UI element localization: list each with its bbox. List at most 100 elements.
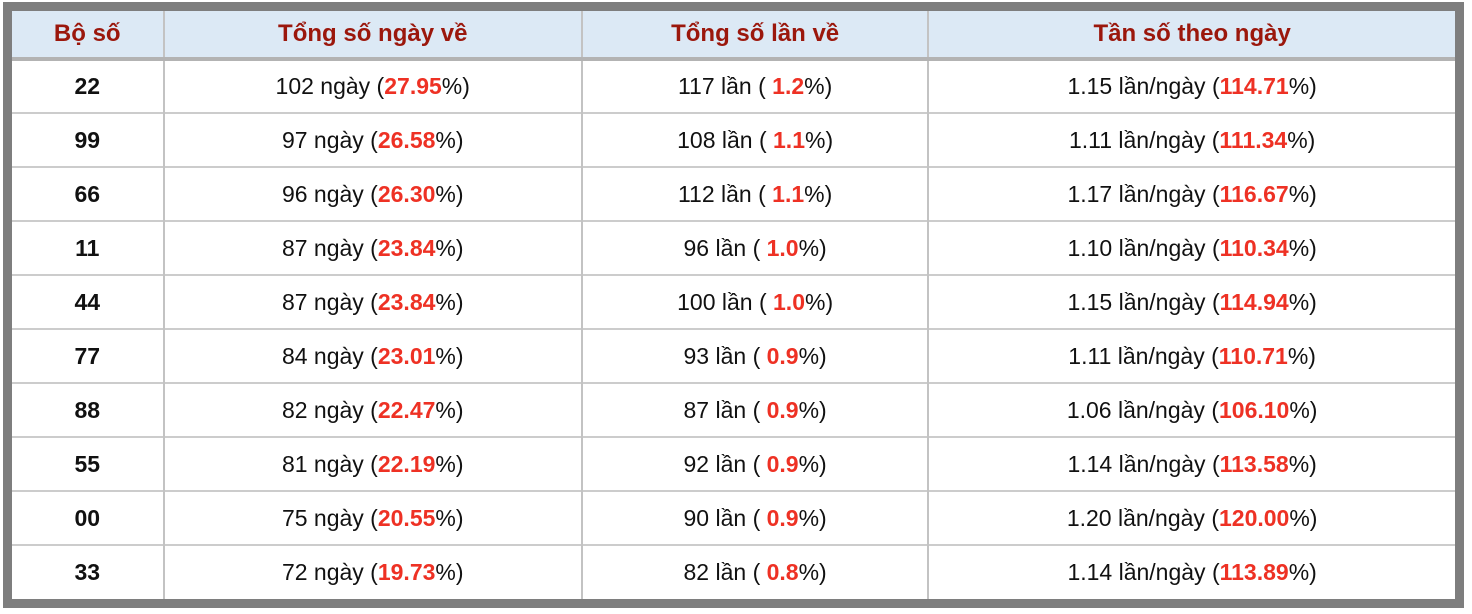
days-percent: 23.84 bbox=[377, 234, 436, 261]
freq-close: %) bbox=[1288, 234, 1317, 261]
days-close: %) bbox=[435, 396, 464, 423]
times-close: %) bbox=[798, 450, 827, 477]
times-cell: 100 lần ( 1.0%) bbox=[580, 274, 929, 329]
days-close: %) bbox=[435, 126, 464, 153]
table-row: 99 97 ngày (26.58%) 108 lần ( 1.1%) 1.11… bbox=[12, 112, 1455, 167]
freq-close: %) bbox=[1289, 504, 1318, 531]
freq-close: %) bbox=[1288, 559, 1317, 585]
times-text: 100 lần ( bbox=[677, 288, 774, 315]
freq-text: 1.20 lần/ngày ( bbox=[1066, 504, 1219, 531]
days-text: 82 ngày ( bbox=[281, 396, 378, 423]
times-percent: 0.9 bbox=[766, 342, 799, 369]
times-text: 117 lần ( bbox=[677, 73, 773, 99]
pair-cell: 44 bbox=[12, 274, 164, 329]
times-percent: 0.9 bbox=[766, 396, 799, 423]
days-cell: 96 ngày (26.30%) bbox=[162, 166, 582, 221]
days-cell: 81 ngày (22.19%) bbox=[162, 436, 582, 491]
freq-percent: 106.10 bbox=[1218, 396, 1290, 423]
times-close: %) bbox=[804, 180, 833, 207]
days-close: %) bbox=[435, 234, 464, 261]
days-close: %) bbox=[435, 559, 464, 585]
times-cell: 108 lần ( 1.1%) bbox=[580, 112, 929, 167]
times-cell: 112 lần ( 1.1%) bbox=[580, 166, 929, 221]
freq-text: 1.10 lần/ngày ( bbox=[1067, 234, 1220, 261]
times-percent: 1.1 bbox=[772, 180, 805, 207]
pair-cell: 33 bbox=[12, 544, 164, 599]
days-cell: 87 ngày (23.84%) bbox=[162, 220, 582, 275]
days-text: 81 ngày ( bbox=[281, 450, 378, 477]
days-percent: 22.47 bbox=[377, 396, 436, 423]
days-text: 87 ngày ( bbox=[281, 234, 378, 261]
freq-percent: 113.58 bbox=[1219, 450, 1289, 477]
times-cell: 93 lần ( 0.9%) bbox=[580, 328, 929, 383]
days-text: 87 ngày ( bbox=[281, 288, 378, 315]
times-cell: 117 lần ( 1.2%) bbox=[580, 59, 929, 113]
header-cell-pair: Bộ số bbox=[12, 11, 164, 61]
times-text: 93 lần ( bbox=[683, 342, 767, 369]
freq-cell: 1.11 lần/ngày (110.71%) bbox=[927, 328, 1455, 383]
freq-close: %) bbox=[1287, 126, 1316, 153]
table-row: 55 81 ngày (22.19%) 92 lần ( 0.9%) 1.14 … bbox=[12, 436, 1455, 491]
freq-percent: 110.71 bbox=[1218, 342, 1288, 369]
freq-cell: 1.14 lần/ngày (113.89%) bbox=[927, 544, 1455, 599]
freq-cell: 1.17 lần/ngày (116.67%) bbox=[927, 166, 1455, 221]
times-close: %) bbox=[798, 342, 827, 369]
freq-cell: 1.11 lần/ngày (111.34%) bbox=[927, 112, 1455, 167]
days-cell: 84 ngày (23.01%) bbox=[162, 328, 582, 383]
times-text: 87 lần ( bbox=[683, 396, 767, 423]
freq-text: 1.06 lần/ngày ( bbox=[1066, 396, 1219, 423]
days-cell: 75 ngày (20.55%) bbox=[162, 490, 582, 545]
times-percent: 1.1 bbox=[773, 126, 805, 153]
times-cell: 96 lần ( 1.0%) bbox=[580, 220, 929, 275]
freq-cell: 1.14 lần/ngày (113.58%) bbox=[927, 436, 1455, 491]
times-text: 96 lần ( bbox=[683, 234, 767, 261]
freq-percent: 116.67 bbox=[1219, 180, 1289, 207]
days-percent: 23.01 bbox=[377, 342, 436, 369]
days-close: %) bbox=[435, 504, 464, 531]
pair-cell: 99 bbox=[12, 112, 164, 167]
days-close: %) bbox=[435, 288, 464, 315]
days-percent: 26.30 bbox=[377, 180, 436, 207]
table-row: 33 72 ngày (19.73%) 82 lần ( 0.8%) 1.14 … bbox=[12, 544, 1455, 599]
times-percent: 0.8 bbox=[766, 559, 799, 585]
freq-text: 1.11 lần/ngày ( bbox=[1068, 126, 1220, 153]
pair-cell: 77 bbox=[12, 328, 164, 383]
days-percent: 23.84 bbox=[377, 288, 436, 315]
pair-cell: 88 bbox=[12, 382, 164, 437]
freq-percent: 114.71 bbox=[1219, 73, 1289, 99]
pair-cell: 22 bbox=[74, 73, 101, 99]
freq-text: 1.15 lần/ngày ( bbox=[1067, 73, 1220, 99]
days-text: 102 ngày ( bbox=[275, 73, 385, 99]
days-cell: 72 ngày (19.73%) bbox=[162, 544, 582, 599]
freq-text: 1.11 lần/ngày ( bbox=[1068, 342, 1219, 369]
table-row: 88 82 ngày (22.47%) 87 lần ( 0.9%) 1.06 … bbox=[12, 382, 1455, 437]
table-row: 66 96 ngày (26.30%) 112 lần ( 1.1%) 1.17… bbox=[12, 166, 1455, 221]
freq-percent: 110.34 bbox=[1219, 234, 1289, 261]
times-text: 90 lần ( bbox=[683, 504, 767, 531]
times-text: 112 lần ( bbox=[677, 180, 773, 207]
times-percent: 0.9 bbox=[766, 450, 799, 477]
freq-close: %) bbox=[1288, 180, 1317, 207]
days-percent: 22.19 bbox=[377, 450, 436, 477]
days-text: 75 ngày ( bbox=[281, 504, 378, 531]
freq-cell: 1.10 lần/ngày (110.34%) bbox=[927, 220, 1455, 275]
days-cell: 97 ngày (26.58%) bbox=[162, 112, 582, 167]
times-percent: 1.0 bbox=[773, 288, 805, 315]
times-close: %) bbox=[798, 234, 827, 261]
times-close: %) bbox=[805, 288, 834, 315]
times-text: 92 lần ( bbox=[683, 450, 767, 477]
days-close: %) bbox=[435, 450, 464, 477]
freq-percent: 113.89 bbox=[1219, 559, 1289, 585]
times-cell: 82 lần ( 0.8%) bbox=[580, 544, 929, 599]
days-text: 96 ngày ( bbox=[281, 180, 378, 207]
table-row: 22 102 ngày (27.95%) 117 lần ( 1.2%) 1.1… bbox=[12, 59, 1455, 113]
freq-close: %) bbox=[1288, 73, 1317, 99]
days-text: 72 ngày ( bbox=[281, 559, 378, 585]
table-frame: Bộ số Tổng số ngày về Tổng số lần về Tần… bbox=[3, 2, 1464, 608]
pair-cell: 11 bbox=[12, 220, 164, 275]
times-cell: 92 lần ( 0.9%) bbox=[580, 436, 929, 491]
times-close: %) bbox=[798, 559, 827, 585]
freq-percent: 120.00 bbox=[1218, 504, 1290, 531]
freq-close: %) bbox=[1287, 342, 1316, 369]
days-text: 97 ngày ( bbox=[281, 126, 378, 153]
